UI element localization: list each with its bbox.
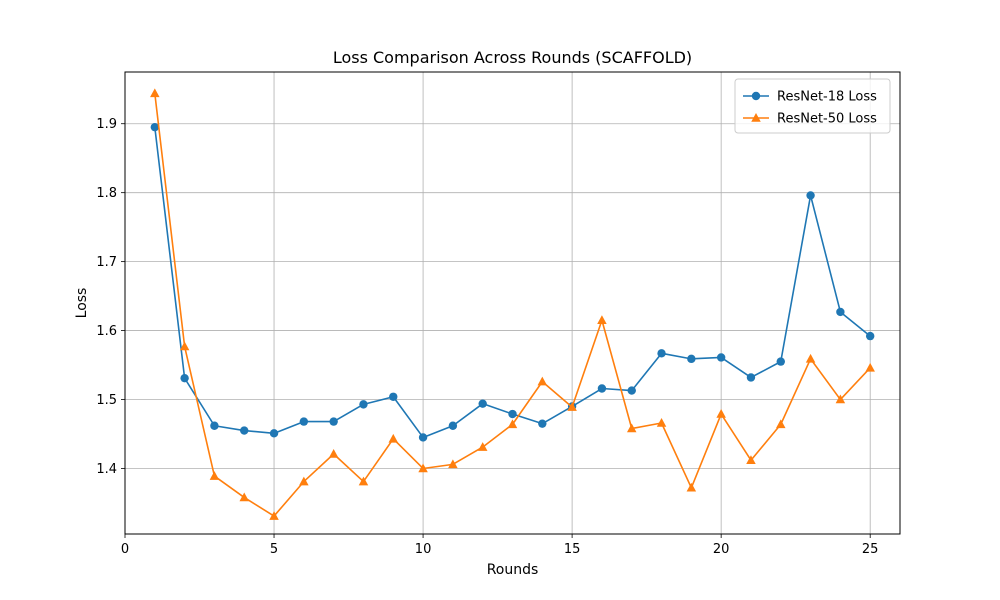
data-point-resnet50	[507, 419, 518, 429]
grid	[124, 72, 900, 534]
data-point-resnet50	[358, 476, 369, 486]
data-point-resnet50	[239, 492, 249, 502]
data-point-resnet50	[776, 419, 786, 429]
chart-title: Loss Comparison Across Rounds (SCAFFOLD)	[333, 48, 692, 67]
data-point-resnet50	[418, 463, 428, 473]
x-tick-label: 15	[564, 542, 581, 557]
data-point-resnet18	[716, 353, 726, 362]
data-point-resnet18	[597, 384, 607, 393]
plot-frame	[124, 71, 901, 535]
legend: ResNet-18 Loss ResNet-50 Loss	[734, 78, 891, 134]
data-point-resnet18	[478, 399, 487, 408]
series-layer	[150, 88, 875, 520]
data-point-resnet50	[626, 423, 637, 433]
legend-entry-resnet18: ResNet-18 Loss	[743, 90, 877, 105]
data-point-resnet18	[806, 191, 815, 200]
legend-box	[734, 78, 891, 134]
data-point-resnet50	[179, 341, 190, 351]
y-tick-label: 1.6	[96, 324, 117, 339]
data-point-resnet50	[835, 394, 846, 404]
legend-entry-resnet50: ResNet-50 Loss	[743, 112, 877, 127]
data-point-resnet18	[448, 421, 458, 430]
data-point-resnet18	[657, 349, 666, 358]
data-point-resnet18	[836, 307, 845, 317]
y-tick-label: 1.4	[96, 462, 117, 477]
data-point-resnet50	[567, 402, 577, 411]
data-point-resnet50	[746, 455, 756, 464]
data-point-resnet50	[209, 471, 220, 480]
series-resnet18	[150, 122, 875, 442]
data-point-resnet18	[776, 357, 785, 366]
data-point-resnet18	[210, 421, 219, 430]
data-point-resnet18	[150, 122, 160, 132]
data-point-resnet18	[746, 373, 756, 382]
data-point-resnet18	[359, 400, 368, 409]
x-tick-label: 10	[415, 542, 432, 557]
data-point-resnet18	[508, 409, 517, 419]
data-point-resnet50	[686, 482, 697, 492]
series-resnet50	[150, 88, 875, 520]
data-point-resnet50	[537, 376, 548, 386]
data-point-resnet50	[716, 409, 726, 418]
data-point-resnet50	[597, 315, 607, 324]
legend-marker	[751, 91, 761, 101]
y-tick-label: 1.9	[96, 117, 117, 132]
y-axis-label: Loss	[74, 288, 90, 319]
data-point-resnet18	[299, 417, 309, 426]
data-point-resnet18	[389, 392, 398, 401]
data-point-resnet50	[150, 88, 160, 98]
data-point-resnet18	[180, 373, 189, 383]
data-point-resnet18	[627, 386, 636, 395]
data-point-resnet18	[687, 354, 696, 364]
y-tick-label: 1.7	[96, 255, 117, 270]
data-point-resnet18	[538, 419, 547, 428]
data-point-resnet50	[477, 442, 488, 451]
data-point-resnet18	[329, 417, 338, 426]
data-point-resnet50	[328, 449, 339, 458]
x-axis-label: Rounds	[487, 562, 539, 578]
data-point-resnet18	[269, 429, 279, 438]
y-tick-label: 1.8	[96, 186, 117, 201]
data-point-resnet18	[865, 331, 875, 341]
data-point-resnet50	[865, 362, 875, 372]
data-point-resnet18	[240, 426, 249, 435]
data-point-resnet50	[805, 353, 816, 363]
data-point-resnet50	[388, 433, 399, 443]
data-point-resnet18	[418, 433, 428, 442]
legend-marker	[751, 113, 761, 122]
x-tick-label: 20	[713, 542, 730, 557]
x-tick-label: 5	[270, 542, 278, 557]
data-point-resnet50	[299, 476, 309, 486]
x-tick-label: 25	[862, 542, 879, 557]
ticks: 0 5 10 15 20 25 1.4 1.5 1.6 1.7 1.8 1.9	[96, 117, 878, 557]
x-tick-label: 0	[121, 542, 129, 557]
data-point-resnet50	[269, 511, 279, 520]
data-point-resnet50	[448, 459, 458, 469]
legend-label: ResNet-18 Loss	[777, 90, 877, 105]
legend-label: ResNet-50 Loss	[777, 112, 877, 127]
y-tick-label: 1.5	[96, 393, 117, 408]
data-point-resnet50	[656, 417, 667, 427]
